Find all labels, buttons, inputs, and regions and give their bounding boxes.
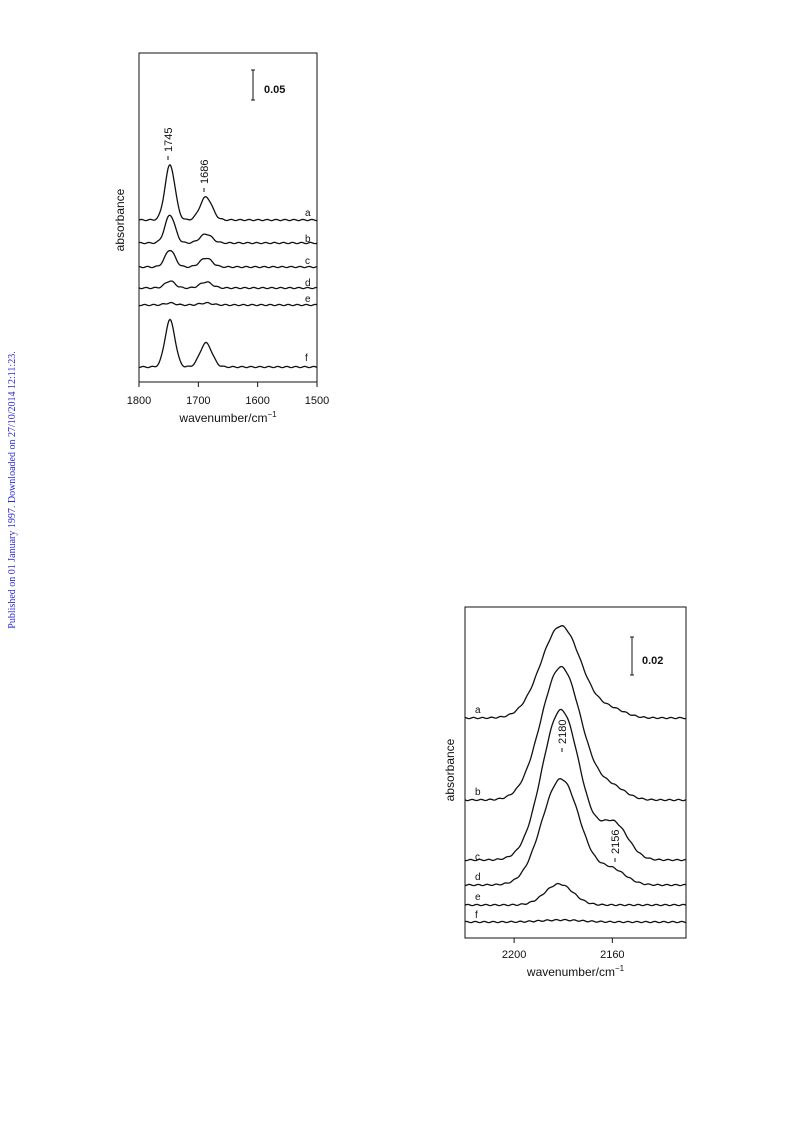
x-tick-label: 1500	[305, 395, 329, 407]
x-axis-label: wavenumber/cm−1	[178, 410, 277, 425]
spectrum-trace	[464, 708, 687, 862]
plot-frame	[138, 52, 318, 383]
trace-label: d	[305, 278, 311, 289]
spectrum-trace	[138, 280, 318, 290]
spectrum-trace	[464, 918, 687, 924]
figure: 1800 1700 1600 1500 wavenumber/cm−1 absorbanc…	[113, 52, 329, 425]
trace-label: b	[475, 787, 481, 798]
y-axis-label: absorbance	[113, 188, 127, 251]
spectrum-trace	[138, 249, 318, 269]
trace-label: a	[475, 705, 481, 716]
plot-frame	[464, 606, 687, 939]
scale-bar-label: 0.02	[642, 655, 663, 667]
x-axis-label-text: wavenumber/cm	[178, 411, 267, 425]
x-tick-label: 2160	[600, 949, 624, 961]
peak-label: 2180	[557, 720, 569, 744]
trace-label: d	[475, 872, 481, 883]
trace-label: b	[305, 234, 311, 245]
spectrum-trace	[138, 214, 318, 245]
spectrum-trace	[464, 882, 687, 907]
spectrum-trace	[464, 625, 687, 720]
peak-label: 2156	[610, 830, 622, 854]
x-tick-label: 2200	[502, 949, 526, 961]
x-tick-label: 1600	[245, 395, 269, 407]
y-axis-label: absorbance	[443, 738, 457, 801]
trace-label: e	[475, 892, 481, 903]
trace-label: f	[305, 353, 308, 364]
x-axis-label-sup: −1	[615, 964, 625, 973]
trace-label: c	[305, 256, 310, 267]
scale-bar-label: 0.05	[264, 84, 285, 96]
spectrum-trace	[464, 778, 687, 887]
spectrum-trace	[138, 318, 318, 369]
spectrum-trace	[138, 301, 318, 307]
x-tick-label: 1700	[186, 395, 210, 407]
x-axis-label-sup: −1	[267, 410, 277, 419]
figure: 2200 2160 wavenumber/cm−1 absorbance 0.02 218…	[443, 606, 687, 979]
side-note: Published on 01 January 1997. Downloaded…	[7, 351, 18, 628]
spectrum-trace	[138, 163, 318, 222]
spectrum-trace	[464, 665, 687, 802]
peak-label: 1745	[163, 128, 175, 152]
x-axis-label: wavenumber/cm−1	[526, 964, 625, 979]
x-axis-label-text: wavenumber/cm	[526, 965, 615, 979]
trace-label: c	[475, 852, 480, 863]
x-tick-label: 1800	[127, 395, 151, 407]
trace-label: e	[305, 294, 311, 305]
trace-label: f	[475, 910, 478, 921]
peak-label: 1686	[199, 160, 211, 184]
trace-label: a	[305, 208, 311, 219]
